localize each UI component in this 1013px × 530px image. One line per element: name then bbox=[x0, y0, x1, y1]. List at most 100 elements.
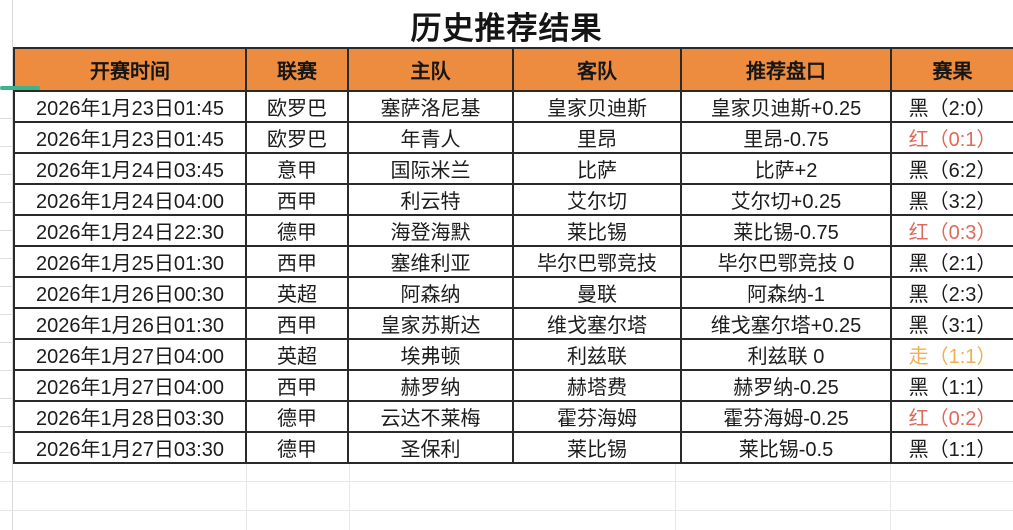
home-cell[interactable]: 赫罗纳 bbox=[347, 369, 514, 402]
table-row: 2026年1月27日04:00 西甲 赫罗纳 赫塔费 赫罗纳-0.25 黑（1:1） bbox=[13, 369, 1013, 402]
time-cell[interactable]: 2026年1月25日01:30 bbox=[13, 245, 247, 278]
league-cell[interactable]: 意甲 bbox=[245, 152, 349, 185]
column-header-time[interactable]: 开赛时间 bbox=[13, 47, 247, 92]
result-cell[interactable]: 黑（3:1） bbox=[890, 307, 1013, 340]
grid-line bbox=[0, 314, 13, 315]
handicap-cell[interactable]: 霍芬海姆-0.25 bbox=[680, 400, 892, 433]
gutter-grid-line bbox=[12, 0, 13, 530]
results-table: 开赛时间 联赛 主队 客队 推荐盘口 赛果 2026年1月23日01:45 欧罗巴 塞萨洛尼基… bbox=[13, 47, 1013, 464]
home-cell[interactable]: 海登海默 bbox=[347, 214, 514, 247]
away-cell[interactable]: 皇家贝迪斯 bbox=[512, 90, 682, 123]
league-cell[interactable]: 欧罗巴 bbox=[245, 90, 349, 123]
home-cell[interactable]: 年青人 bbox=[347, 121, 514, 154]
home-cell[interactable]: 圣保利 bbox=[347, 431, 514, 464]
time-cell[interactable]: 2026年1月27日03:30 bbox=[13, 431, 247, 464]
handicap-cell[interactable]: 利兹联 0 bbox=[680, 338, 892, 371]
result-cell[interactable]: 黑（2:0） bbox=[890, 90, 1013, 123]
handicap-cell[interactable]: 比萨+2 bbox=[680, 152, 892, 185]
result-cell[interactable]: 红（0:3） bbox=[890, 214, 1013, 247]
column-header-league[interactable]: 联赛 bbox=[245, 47, 349, 92]
away-cell[interactable]: 维戈塞尔塔 bbox=[512, 307, 682, 340]
result-cell[interactable]: 黑（1:1） bbox=[890, 369, 1013, 402]
grid-line bbox=[675, 426, 676, 530]
grid-line bbox=[0, 510, 1013, 511]
grid-line bbox=[890, 426, 891, 530]
handicap-cell[interactable]: 莱比锡-0.75 bbox=[680, 214, 892, 247]
column-header-result[interactable]: 赛果 bbox=[890, 47, 1013, 92]
table-row: 2026年1月24日03:45 意甲 国际米兰 比萨 比萨+2 黑（6:2） bbox=[13, 152, 1013, 185]
handicap-cell[interactable]: 阿森纳-1 bbox=[680, 276, 892, 309]
column-header-home[interactable]: 主队 bbox=[347, 47, 514, 92]
home-cell[interactable]: 云达不莱梅 bbox=[347, 400, 514, 433]
home-cell[interactable]: 国际米兰 bbox=[347, 152, 514, 185]
time-cell[interactable]: 2026年1月27日04:00 bbox=[13, 369, 247, 402]
league-cell[interactable]: 德甲 bbox=[245, 400, 349, 433]
time-cell[interactable]: 2026年1月24日22:30 bbox=[13, 214, 247, 247]
league-cell[interactable]: 西甲 bbox=[245, 307, 349, 340]
time-cell[interactable]: 2026年1月23日01:45 bbox=[13, 121, 247, 154]
time-cell[interactable]: 2026年1月26日00:30 bbox=[13, 276, 247, 309]
league-cell[interactable]: 西甲 bbox=[245, 183, 349, 216]
result-cell[interactable]: 黑（3:2） bbox=[890, 183, 1013, 216]
time-cell[interactable]: 2026年1月23日01:45 bbox=[13, 90, 247, 123]
grid-line bbox=[0, 398, 13, 399]
grid-line bbox=[349, 426, 350, 530]
handicap-cell[interactable]: 毕尔巴鄂竞技 0 bbox=[680, 245, 892, 278]
away-cell[interactable]: 霍芬海姆 bbox=[512, 400, 682, 433]
result-cell[interactable]: 走（1:1） bbox=[890, 338, 1013, 371]
handicap-cell[interactable]: 赫罗纳-0.25 bbox=[680, 369, 892, 402]
time-cell[interactable]: 2026年1月24日04:00 bbox=[13, 183, 247, 216]
result-cell[interactable]: 红（0:1） bbox=[890, 121, 1013, 154]
result-cell[interactable]: 黑（1:1） bbox=[890, 431, 1013, 464]
league-cell[interactable]: 欧罗巴 bbox=[245, 121, 349, 154]
grid-line bbox=[0, 342, 13, 343]
league-cell[interactable]: 西甲 bbox=[245, 245, 349, 278]
away-cell[interactable]: 里昂 bbox=[512, 121, 682, 154]
time-cell[interactable]: 2026年1月26日01:30 bbox=[13, 307, 247, 340]
handicap-cell[interactable]: 莱比锡-0.5 bbox=[680, 431, 892, 464]
result-cell[interactable]: 黑（2:1） bbox=[890, 245, 1013, 278]
table-row: 2026年1月26日01:30 西甲 皇家苏斯达 维戈塞尔塔 维戈塞尔塔+0.25 黑（3… bbox=[13, 307, 1013, 340]
home-cell[interactable]: 塞维利亚 bbox=[347, 245, 514, 278]
away-cell[interactable]: 曼联 bbox=[512, 276, 682, 309]
grid-line bbox=[0, 202, 13, 203]
away-cell[interactable]: 莱比锡 bbox=[512, 431, 682, 464]
away-cell[interactable]: 艾尔切 bbox=[512, 183, 682, 216]
away-cell[interactable]: 比萨 bbox=[512, 152, 682, 185]
table-row: 2026年1月27日04:00 英超 埃弗顿 利兹联 利兹联 0 走（1:1） bbox=[13, 338, 1013, 371]
home-cell[interactable]: 阿森纳 bbox=[347, 276, 514, 309]
header-row: 开赛时间 联赛 主队 客队 推荐盘口 赛果 bbox=[13, 47, 1013, 92]
time-cell[interactable]: 2026年1月28日03:30 bbox=[13, 400, 247, 433]
league-cell[interactable]: 德甲 bbox=[245, 431, 349, 464]
table-row: 2026年1月24日22:30 德甲 海登海默 莱比锡 莱比锡-0.75 红（0:3） bbox=[13, 214, 1013, 247]
table-row: 2026年1月24日04:00 西甲 利云特 艾尔切 艾尔切+0.25 黑（3:2） bbox=[13, 183, 1013, 216]
home-cell[interactable]: 埃弗顿 bbox=[347, 338, 514, 371]
selection-accent-mark bbox=[0, 86, 40, 90]
grid-line bbox=[0, 146, 13, 147]
table-row: 2026年1月25日01:30 西甲 塞维利亚 毕尔巴鄂竞技 毕尔巴鄂竞技 0 黑（2:1… bbox=[13, 245, 1013, 278]
column-header-away[interactable]: 客队 bbox=[512, 47, 682, 92]
away-cell[interactable]: 毕尔巴鄂竞技 bbox=[512, 245, 682, 278]
home-cell[interactable]: 利云特 bbox=[347, 183, 514, 216]
handicap-cell[interactable]: 维戈塞尔塔+0.25 bbox=[680, 307, 892, 340]
league-cell[interactable]: 西甲 bbox=[245, 369, 349, 402]
home-cell[interactable]: 皇家苏斯达 bbox=[347, 307, 514, 340]
handicap-cell[interactable]: 艾尔切+0.25 bbox=[680, 183, 892, 216]
away-cell[interactable]: 利兹联 bbox=[512, 338, 682, 371]
league-cell[interactable]: 德甲 bbox=[245, 214, 349, 247]
home-cell[interactable]: 塞萨洛尼基 bbox=[347, 90, 514, 123]
handicap-cell[interactable]: 皇家贝迪斯+0.25 bbox=[680, 90, 892, 123]
time-cell[interactable]: 2026年1月27日04:00 bbox=[13, 338, 247, 371]
away-cell[interactable]: 赫塔费 bbox=[512, 369, 682, 402]
table-row: 2026年1月23日01:45 欧罗巴 塞萨洛尼基 皇家贝迪斯 皇家贝迪斯+0.25 黑（… bbox=[13, 90, 1013, 123]
result-cell[interactable]: 红（0:2） bbox=[890, 400, 1013, 433]
handicap-cell[interactable]: 里昂-0.75 bbox=[680, 121, 892, 154]
league-cell[interactable]: 英超 bbox=[245, 338, 349, 371]
time-cell[interactable]: 2026年1月24日03:45 bbox=[13, 152, 247, 185]
result-cell[interactable]: 黑（6:2） bbox=[890, 152, 1013, 185]
league-cell[interactable]: 英超 bbox=[245, 276, 349, 309]
away-cell[interactable]: 莱比锡 bbox=[512, 214, 682, 247]
result-cell[interactable]: 黑（2:3） bbox=[890, 276, 1013, 309]
column-header-handicap[interactable]: 推荐盘口 bbox=[680, 47, 892, 92]
